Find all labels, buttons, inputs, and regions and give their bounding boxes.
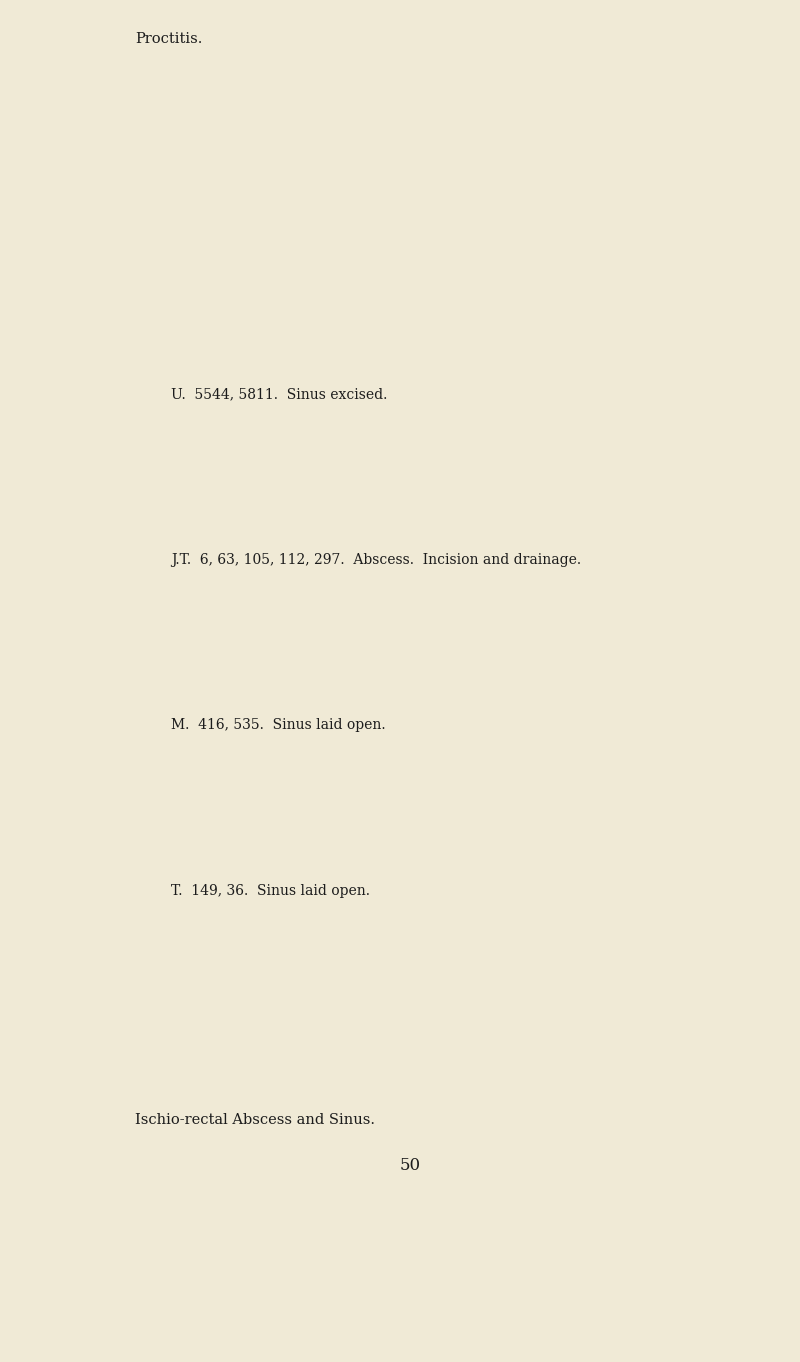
Text: M.  416, 535.  Sinus laid open.: M. 416, 535. Sinus laid open. xyxy=(171,718,386,733)
Text: Proctitis.: Proctitis. xyxy=(135,33,202,46)
Text: U.  5544, 5811.  Sinus excised.: U. 5544, 5811. Sinus excised. xyxy=(171,387,388,400)
Text: Ischio-rectal Abscess and Sinus.: Ischio-rectal Abscess and Sinus. xyxy=(135,1113,375,1126)
Text: J.T.  6, 63, 105, 112, 297.  Abscess.  Incision and drainage.: J.T. 6, 63, 105, 112, 297. Abscess. Inci… xyxy=(171,553,582,567)
Text: T.  149, 36.  Sinus laid open.: T. 149, 36. Sinus laid open. xyxy=(171,884,370,898)
Text: 50: 50 xyxy=(399,1156,421,1174)
